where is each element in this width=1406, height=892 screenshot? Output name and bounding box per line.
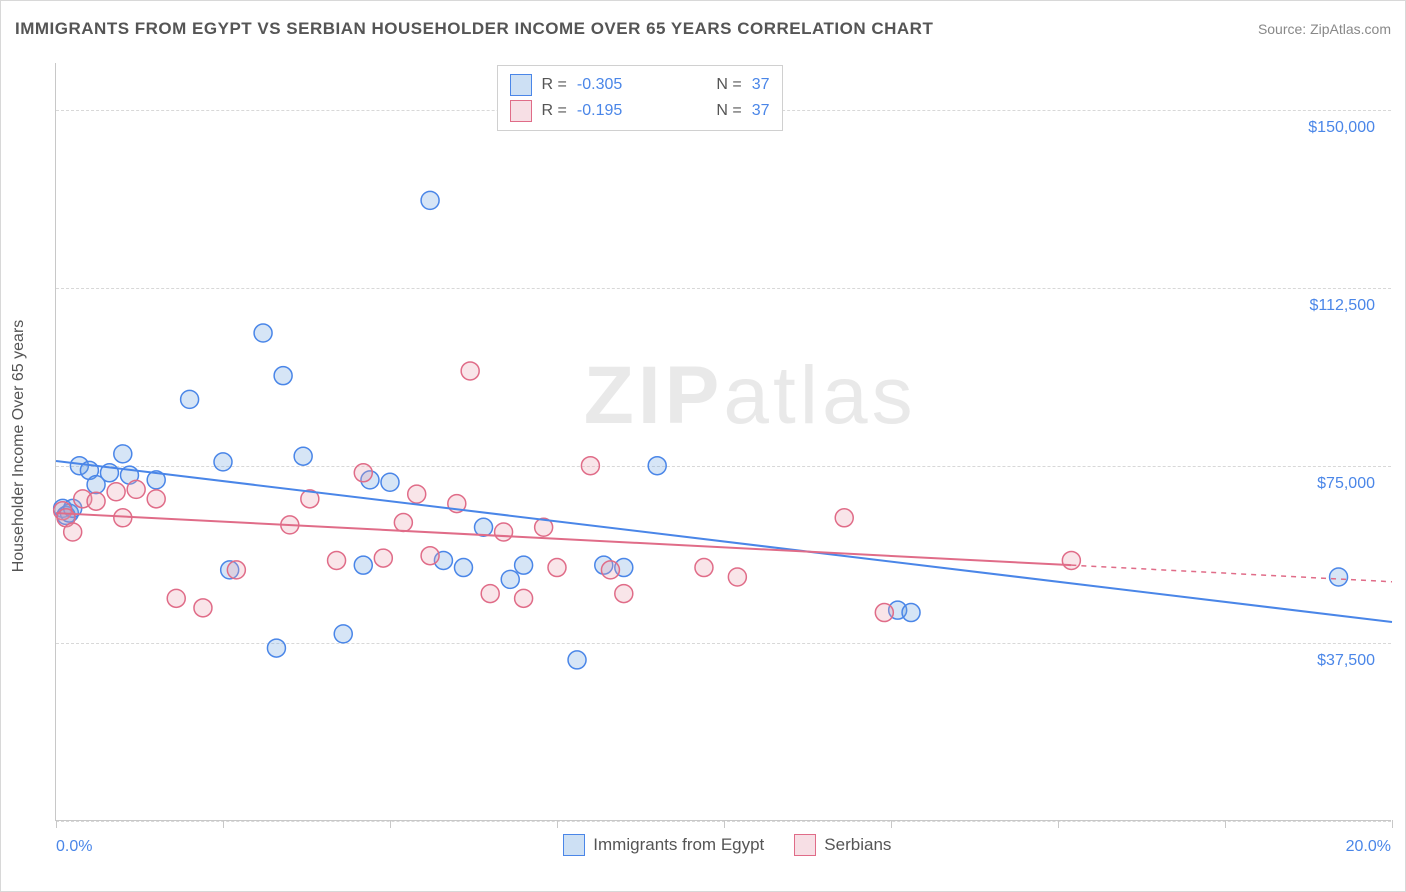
data-point (515, 556, 533, 574)
data-point (328, 551, 346, 569)
data-point (181, 390, 199, 408)
data-point (381, 473, 399, 491)
data-point (728, 568, 746, 586)
r-value: -0.195 (577, 102, 622, 120)
series-name: Immigrants from Egypt (593, 835, 764, 855)
data-point (214, 453, 232, 471)
legend-swatch (510, 100, 532, 122)
data-point (194, 599, 212, 617)
data-point (902, 604, 920, 622)
x-tick (724, 820, 725, 828)
stats-legend: R = -0.305 N = 37 R = -0.195 N = 37 (497, 65, 783, 131)
data-point (695, 559, 713, 577)
r-label: R = (542, 76, 567, 94)
chart-header: IMMIGRANTS FROM EGYPT VS SERBIAN HOUSEHO… (15, 19, 1391, 39)
data-point (147, 490, 165, 508)
data-point (835, 509, 853, 527)
data-point (1330, 568, 1348, 586)
series-legend: Immigrants from Egypt Serbians (563, 834, 891, 856)
data-point (501, 570, 519, 588)
x-tick (1392, 820, 1393, 828)
data-point (64, 523, 82, 541)
x-axis-max-label: 20.0% (1346, 838, 1391, 856)
x-tick (1058, 820, 1059, 828)
data-point (114, 445, 132, 463)
legend-swatch (510, 74, 532, 96)
data-point (394, 514, 412, 532)
data-point (274, 367, 292, 385)
data-point (548, 559, 566, 577)
data-point (601, 561, 619, 579)
trend-line (56, 513, 1071, 565)
n-value: 37 (752, 102, 770, 120)
data-point (374, 549, 392, 567)
n-value: 37 (752, 76, 770, 94)
data-point (127, 480, 145, 498)
data-point (421, 191, 439, 209)
x-tick (1225, 820, 1226, 828)
stats-legend-row: R = -0.305 N = 37 (510, 72, 770, 98)
data-point (408, 485, 426, 503)
series-legend-item: Immigrants from Egypt (563, 834, 764, 856)
series-name: Serbians (824, 835, 891, 855)
chart-container: IMMIGRANTS FROM EGYPT VS SERBIAN HOUSEHO… (0, 0, 1406, 892)
data-point (454, 559, 472, 577)
data-point (648, 457, 666, 475)
data-point (568, 651, 586, 669)
data-point (475, 518, 493, 536)
x-tick (56, 820, 57, 828)
r-label: R = (542, 102, 567, 120)
plot-area: $37,500$75,000$112,500$150,000 ZIPatlas … (55, 63, 1391, 821)
data-point (581, 457, 599, 475)
data-point (107, 483, 125, 501)
data-point (875, 604, 893, 622)
chart-title: IMMIGRANTS FROM EGYPT VS SERBIAN HOUSEHO… (15, 19, 933, 39)
data-point (461, 362, 479, 380)
legend-swatch (794, 834, 816, 856)
y-axis-title: Householder Income Over 65 years (10, 320, 28, 573)
data-point (481, 585, 499, 603)
data-point (354, 464, 372, 482)
data-point (515, 589, 533, 607)
source-attribution: Source: ZipAtlas.com (1258, 21, 1391, 37)
x-tick (891, 820, 892, 828)
x-tick (223, 820, 224, 828)
data-point (294, 447, 312, 465)
legend-swatch (563, 834, 585, 856)
series-legend-item: Serbians (794, 834, 891, 856)
data-point (354, 556, 372, 574)
scatter-svg (56, 63, 1391, 820)
data-point (334, 625, 352, 643)
data-point (495, 523, 513, 541)
data-point (227, 561, 245, 579)
trend-line (56, 461, 1392, 622)
data-point (615, 585, 633, 603)
stats-legend-row: R = -0.195 N = 37 (510, 98, 770, 124)
data-point (167, 589, 185, 607)
data-point (87, 492, 105, 510)
x-axis-min-label: 0.0% (56, 838, 92, 856)
data-point (1062, 551, 1080, 569)
n-label: N = (716, 102, 741, 120)
x-tick (390, 820, 391, 828)
x-tick (557, 820, 558, 828)
r-value: -0.305 (577, 76, 622, 94)
n-label: N = (716, 76, 741, 94)
data-point (254, 324, 272, 342)
data-point (267, 639, 285, 657)
data-point (421, 547, 439, 565)
